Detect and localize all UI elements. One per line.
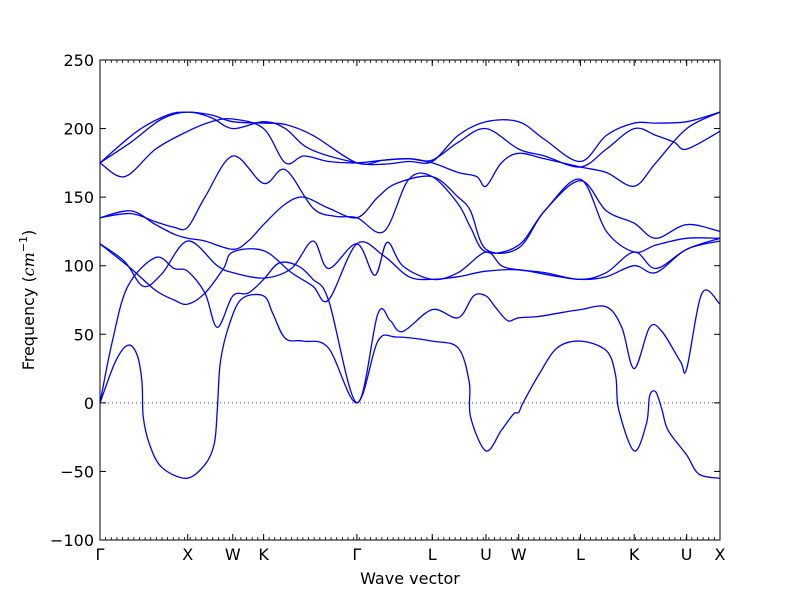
y-axis: −100 −50 0 50 100 150 200 250 [50, 51, 720, 550]
y-axis-label-unit: cm [19, 252, 38, 276]
x-tick-label: K [258, 545, 269, 564]
y-tick-label: −50 [60, 462, 94, 481]
y-tick-label: 100 [63, 257, 94, 276]
x-tick-label: U [480, 545, 492, 564]
x-tick-label: K [629, 545, 640, 564]
y-axis-label-exponent: −1 [17, 236, 30, 252]
plot-frame [99, 59, 721, 541]
x-tick-label: X [715, 545, 726, 564]
x-tick-label: Γ [96, 545, 105, 564]
x-tick-label: Γ [352, 545, 361, 564]
x-tick-label: L [576, 545, 585, 564]
y-axis-label: Frequency (cm−1) [17, 230, 38, 371]
y-tick-label: 250 [63, 51, 94, 70]
phonon-branch-6 [100, 155, 720, 254]
phonon-branch-1 [100, 293, 720, 479]
phonon-branch-2 [100, 256, 720, 404]
phonon-branch-5 [100, 175, 720, 254]
x-tick-label: W [511, 545, 527, 564]
x-tick-label: X [182, 545, 193, 564]
y-tick-label: 200 [63, 120, 94, 139]
y-tick-label: 0 [84, 394, 94, 413]
phonon-branch-4 [100, 240, 720, 306]
y-tick-label: 150 [63, 188, 94, 207]
y-axis-label-prefix: Frequency ( [19, 276, 38, 370]
phonon-branch-8 [100, 111, 720, 166]
phonon-branch-3 [100, 237, 720, 288]
y-axis-label-suffix: ) [19, 230, 38, 236]
phonon-branch-9 [100, 111, 720, 188]
y-tick-label: 50 [74, 325, 94, 344]
series-layer [100, 111, 720, 479]
x-axis-label: Wave vector [360, 569, 460, 588]
y-tick-label: −100 [50, 531, 94, 550]
x-tick-label: L [428, 545, 437, 564]
x-tick-label: W [225, 545, 241, 564]
x-tick-label: U [681, 545, 693, 564]
